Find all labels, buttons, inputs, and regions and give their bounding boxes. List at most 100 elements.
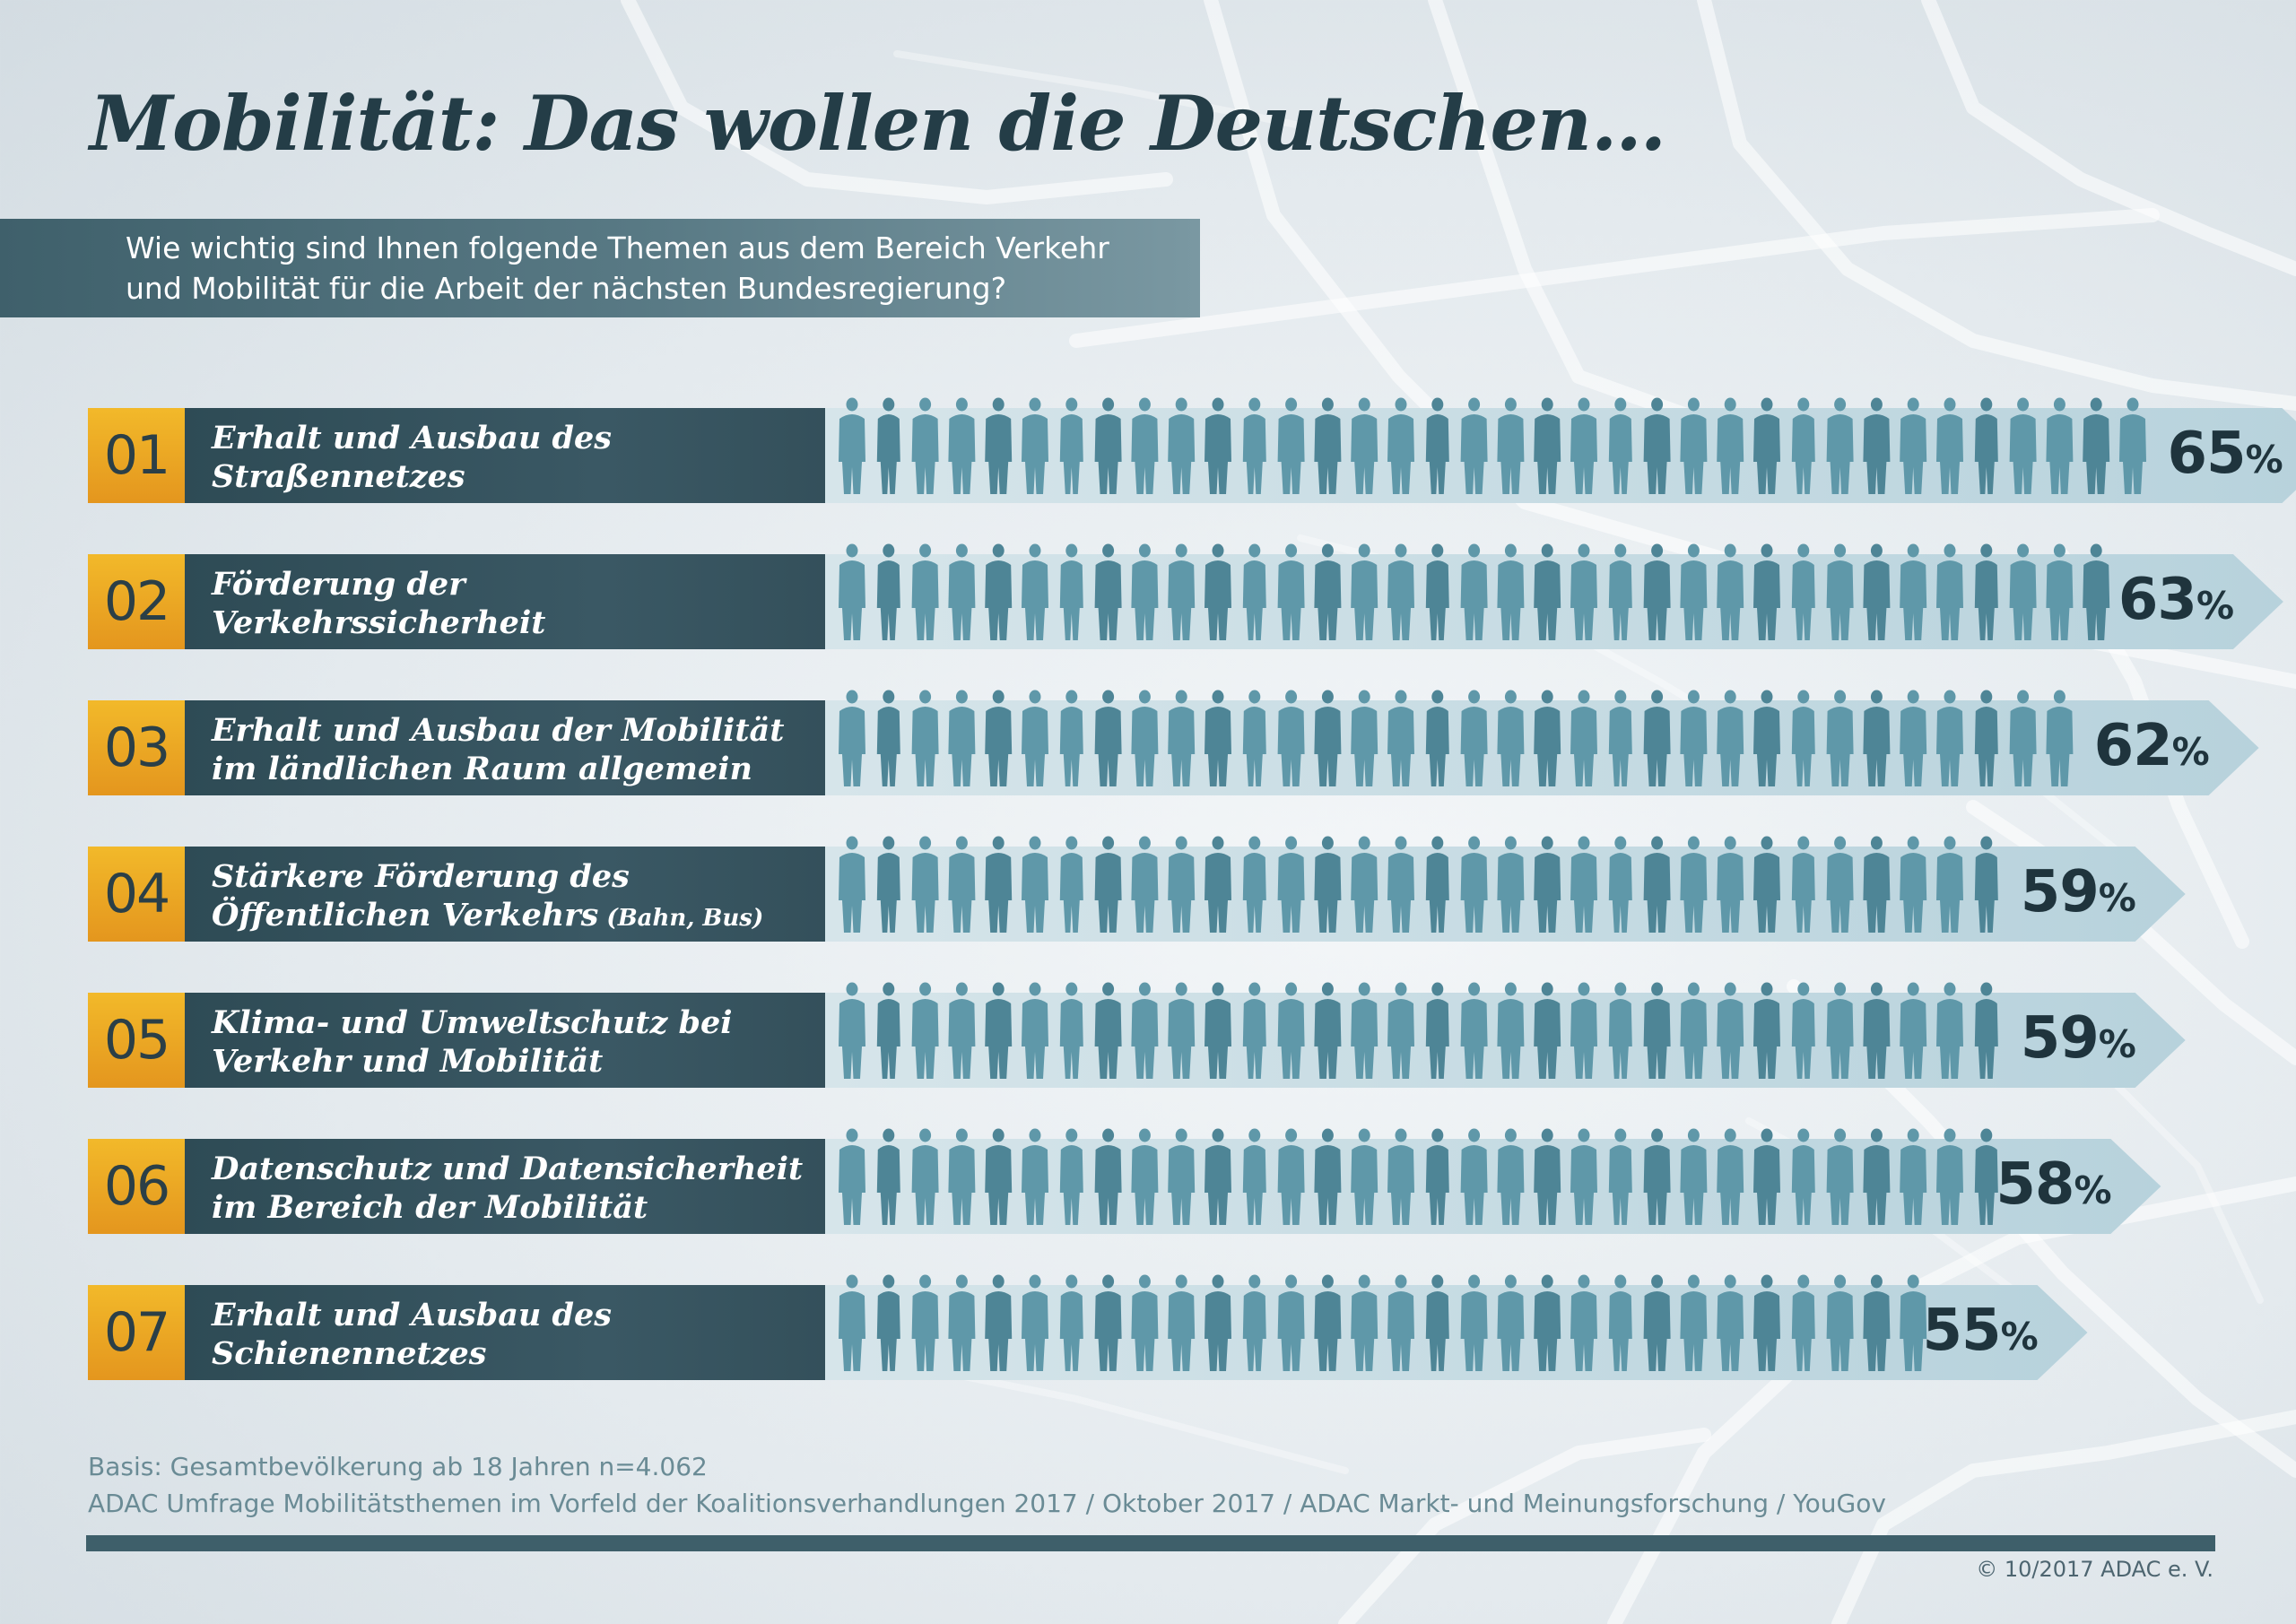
percent-value: 63% xyxy=(2118,567,2234,638)
topic-label-line-2: Schienennetzes xyxy=(212,1334,825,1373)
person-icon xyxy=(1570,836,1597,933)
person-icon xyxy=(1826,1128,1854,1225)
person-icon xyxy=(1534,1274,1561,1371)
person-icon xyxy=(1022,690,1048,786)
person-icon xyxy=(1753,1128,1780,1225)
person-icon xyxy=(1497,690,1525,786)
person-icon xyxy=(1826,1274,1854,1371)
survey-question: Wie wichtig sind Ihnen folgende Themen a… xyxy=(0,219,1200,317)
topic-row: 06 Datenschutz und Datensicherheit im Bere… xyxy=(88,1128,2240,1234)
person-icon xyxy=(1131,543,1159,640)
value-arrow: 65% xyxy=(825,397,2296,503)
person-icon xyxy=(1314,1274,1342,1371)
percent-sign: % xyxy=(2245,438,2283,482)
person-icon xyxy=(1425,397,1449,494)
person-icon xyxy=(1534,543,1561,640)
person-icon xyxy=(1570,690,1597,786)
person-icon xyxy=(1351,982,1378,1079)
person-icon xyxy=(1277,690,1305,786)
person-icon xyxy=(839,1128,865,1225)
person-icon xyxy=(1570,1274,1597,1371)
topic-label-line-1: Klima- und Umweltschutz bei xyxy=(212,1004,733,1041)
person-icon xyxy=(1900,543,1927,640)
person-icon xyxy=(1826,836,1854,933)
person-icon xyxy=(1534,397,1561,494)
percent-number: 63 xyxy=(2118,567,2197,633)
person-icon xyxy=(985,836,1013,933)
topic-row: 01 Erhalt und Ausbau des Straßennetzes 65% xyxy=(88,397,2296,503)
person-icon xyxy=(948,543,976,640)
percent-value: 62% xyxy=(2094,715,2210,784)
topic-label: Stärkere Förderung des Öffentlichen Verke… xyxy=(185,847,825,942)
person-icon xyxy=(1205,982,1231,1079)
question-line-1: Wie wichtig sind Ihnen folgende Themen a… xyxy=(126,230,1109,265)
person-icon xyxy=(1936,543,1963,640)
person-icon xyxy=(1936,982,1963,1079)
percent-sign: % xyxy=(2196,584,2234,628)
person-icon xyxy=(1680,1274,1708,1371)
person-icon xyxy=(876,397,900,494)
person-icon xyxy=(1570,543,1597,640)
rank-badge: 01 xyxy=(88,408,185,503)
percent-sign: % xyxy=(2098,876,2136,920)
topic-row: 07 Erhalt und Ausbau des Schienennetzes 55% xyxy=(88,1274,2240,1380)
person-icon xyxy=(2046,690,2074,786)
topic-label-line-1: Erhalt und Ausbau der Mobilität xyxy=(212,712,785,749)
rank-badge: 04 xyxy=(88,847,185,942)
person-icon xyxy=(1387,690,1414,786)
topic-label-line-1: Datenschutz und Datensicherheit xyxy=(212,1151,804,1187)
person-icon xyxy=(1680,397,1708,494)
topic-label-line-2-text: Verkehrssicherheit xyxy=(212,604,546,641)
person-icon xyxy=(1351,1128,1378,1225)
person-icon xyxy=(1059,543,1083,640)
topic-label: Förderung der Verkehrssicherheit xyxy=(185,554,825,649)
person-icon xyxy=(1753,1274,1780,1371)
percent-value: 59% xyxy=(2021,861,2136,930)
topic-label: Erhalt und Ausbau des Straßennetzes xyxy=(185,408,825,503)
person-icon xyxy=(1534,836,1561,933)
value-arrow: 59% xyxy=(825,982,2186,1088)
person-icon xyxy=(1131,690,1159,786)
person-icon xyxy=(1059,690,1083,786)
person-icon xyxy=(1717,543,1744,640)
person-icon xyxy=(1277,836,1305,933)
person-icon xyxy=(1753,543,1780,640)
person-icon xyxy=(1242,1274,1266,1371)
person-icon xyxy=(1900,397,1927,494)
rank-badge: 07 xyxy=(88,1285,185,1380)
person-icon xyxy=(1242,982,1266,1079)
person-icon xyxy=(1863,1274,1891,1371)
person-icon xyxy=(1791,543,1815,640)
person-icon xyxy=(1826,397,1854,494)
person-icon xyxy=(1460,1274,1488,1371)
person-icon xyxy=(1131,836,1159,933)
person-icon xyxy=(1497,836,1525,933)
topic-label-line-2-text: Straßennetzes xyxy=(212,458,465,495)
person-icon xyxy=(1094,397,1122,494)
person-icon xyxy=(1643,1274,1671,1371)
person-icon xyxy=(948,982,976,1079)
percent-value: 65% xyxy=(2168,422,2283,491)
person-icon xyxy=(1936,836,1963,933)
person-icon xyxy=(1242,543,1266,640)
person-icon xyxy=(1717,836,1744,933)
person-icon xyxy=(1314,397,1342,494)
person-icon xyxy=(876,543,900,640)
topic-label: Klima- und Umweltschutz bei Verkehr und M… xyxy=(185,993,825,1088)
person-icon xyxy=(1022,1274,1048,1371)
person-icon xyxy=(1314,982,1342,1079)
person-icon xyxy=(1680,836,1708,933)
person-icon xyxy=(1534,1128,1561,1225)
person-icon xyxy=(1826,690,1854,786)
person-icon xyxy=(1936,397,1963,494)
person-icon xyxy=(876,982,900,1079)
rank-badge: 06 xyxy=(88,1139,185,1234)
person-icon xyxy=(1351,836,1378,933)
person-icon xyxy=(1753,836,1780,933)
percent-sign: % xyxy=(2098,1022,2136,1066)
person-icon xyxy=(911,690,939,786)
basis-note: Basis: Gesamtbevölkerung ab 18 Jahren n=… xyxy=(88,1452,708,1481)
person-icon xyxy=(1936,1128,1963,1225)
person-icon xyxy=(1131,397,1159,494)
person-icon xyxy=(2009,690,2037,786)
